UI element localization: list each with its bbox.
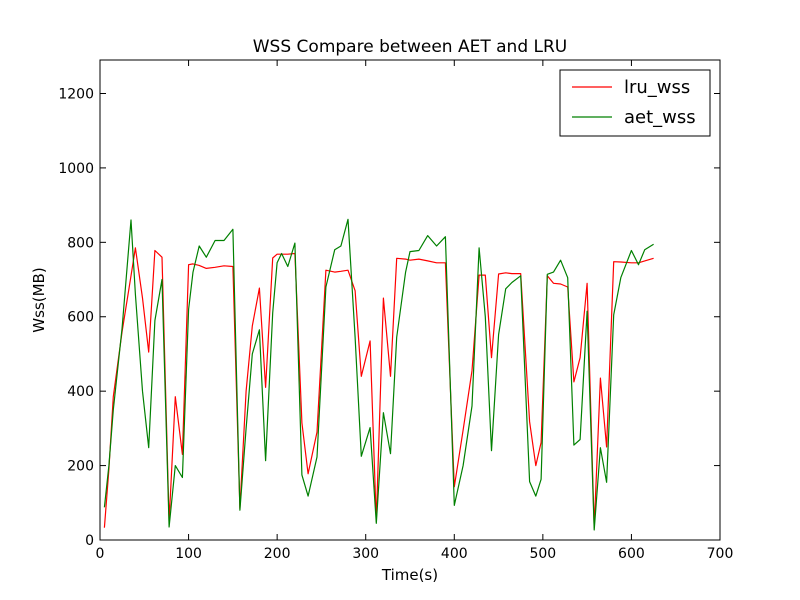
legend-label-aet-wss: aet_wss (624, 107, 696, 128)
chart-title: WSS Compare between AET and LRU (253, 37, 568, 57)
x-tick-label: 600 (618, 546, 645, 562)
x-tick-label: 500 (529, 546, 556, 562)
legend-label-lru-wss: lru_wss (624, 77, 690, 98)
y-tick-label: 800 (67, 235, 94, 251)
plot-frame (99, 59, 721, 541)
series-layer (103, 218, 654, 531)
y-tick-label: 600 (67, 310, 94, 326)
x-axis-label: Time(s) (381, 566, 438, 584)
x-tick-label: 700 (707, 546, 734, 562)
y-tick-label: 200 (67, 459, 94, 475)
x-tick-label: 300 (352, 546, 379, 562)
y-tick-label: 400 (67, 384, 94, 400)
x-tick-label: 0 (96, 546, 105, 562)
y-tick-label: 1000 (58, 161, 94, 177)
x-tick-label: 200 (264, 546, 291, 562)
legend-box (559, 69, 711, 137)
x-tick-label: 100 (175, 546, 202, 562)
y-tick-label: 0 (85, 533, 94, 549)
ticks-layer: 0 100 200 300 400 500 600 700 0 200 400 600 800 1000 1… (58, 60, 733, 562)
series-line-aet-wss (103, 218, 654, 531)
x-tick-label: 400 (441, 546, 468, 562)
y-tick-label: 1200 (58, 86, 94, 102)
legend: lru_wss aet_wss (559, 69, 711, 137)
y-axis-label: Wss(MB) (30, 267, 48, 332)
series-line-lru-wss (103, 247, 654, 529)
